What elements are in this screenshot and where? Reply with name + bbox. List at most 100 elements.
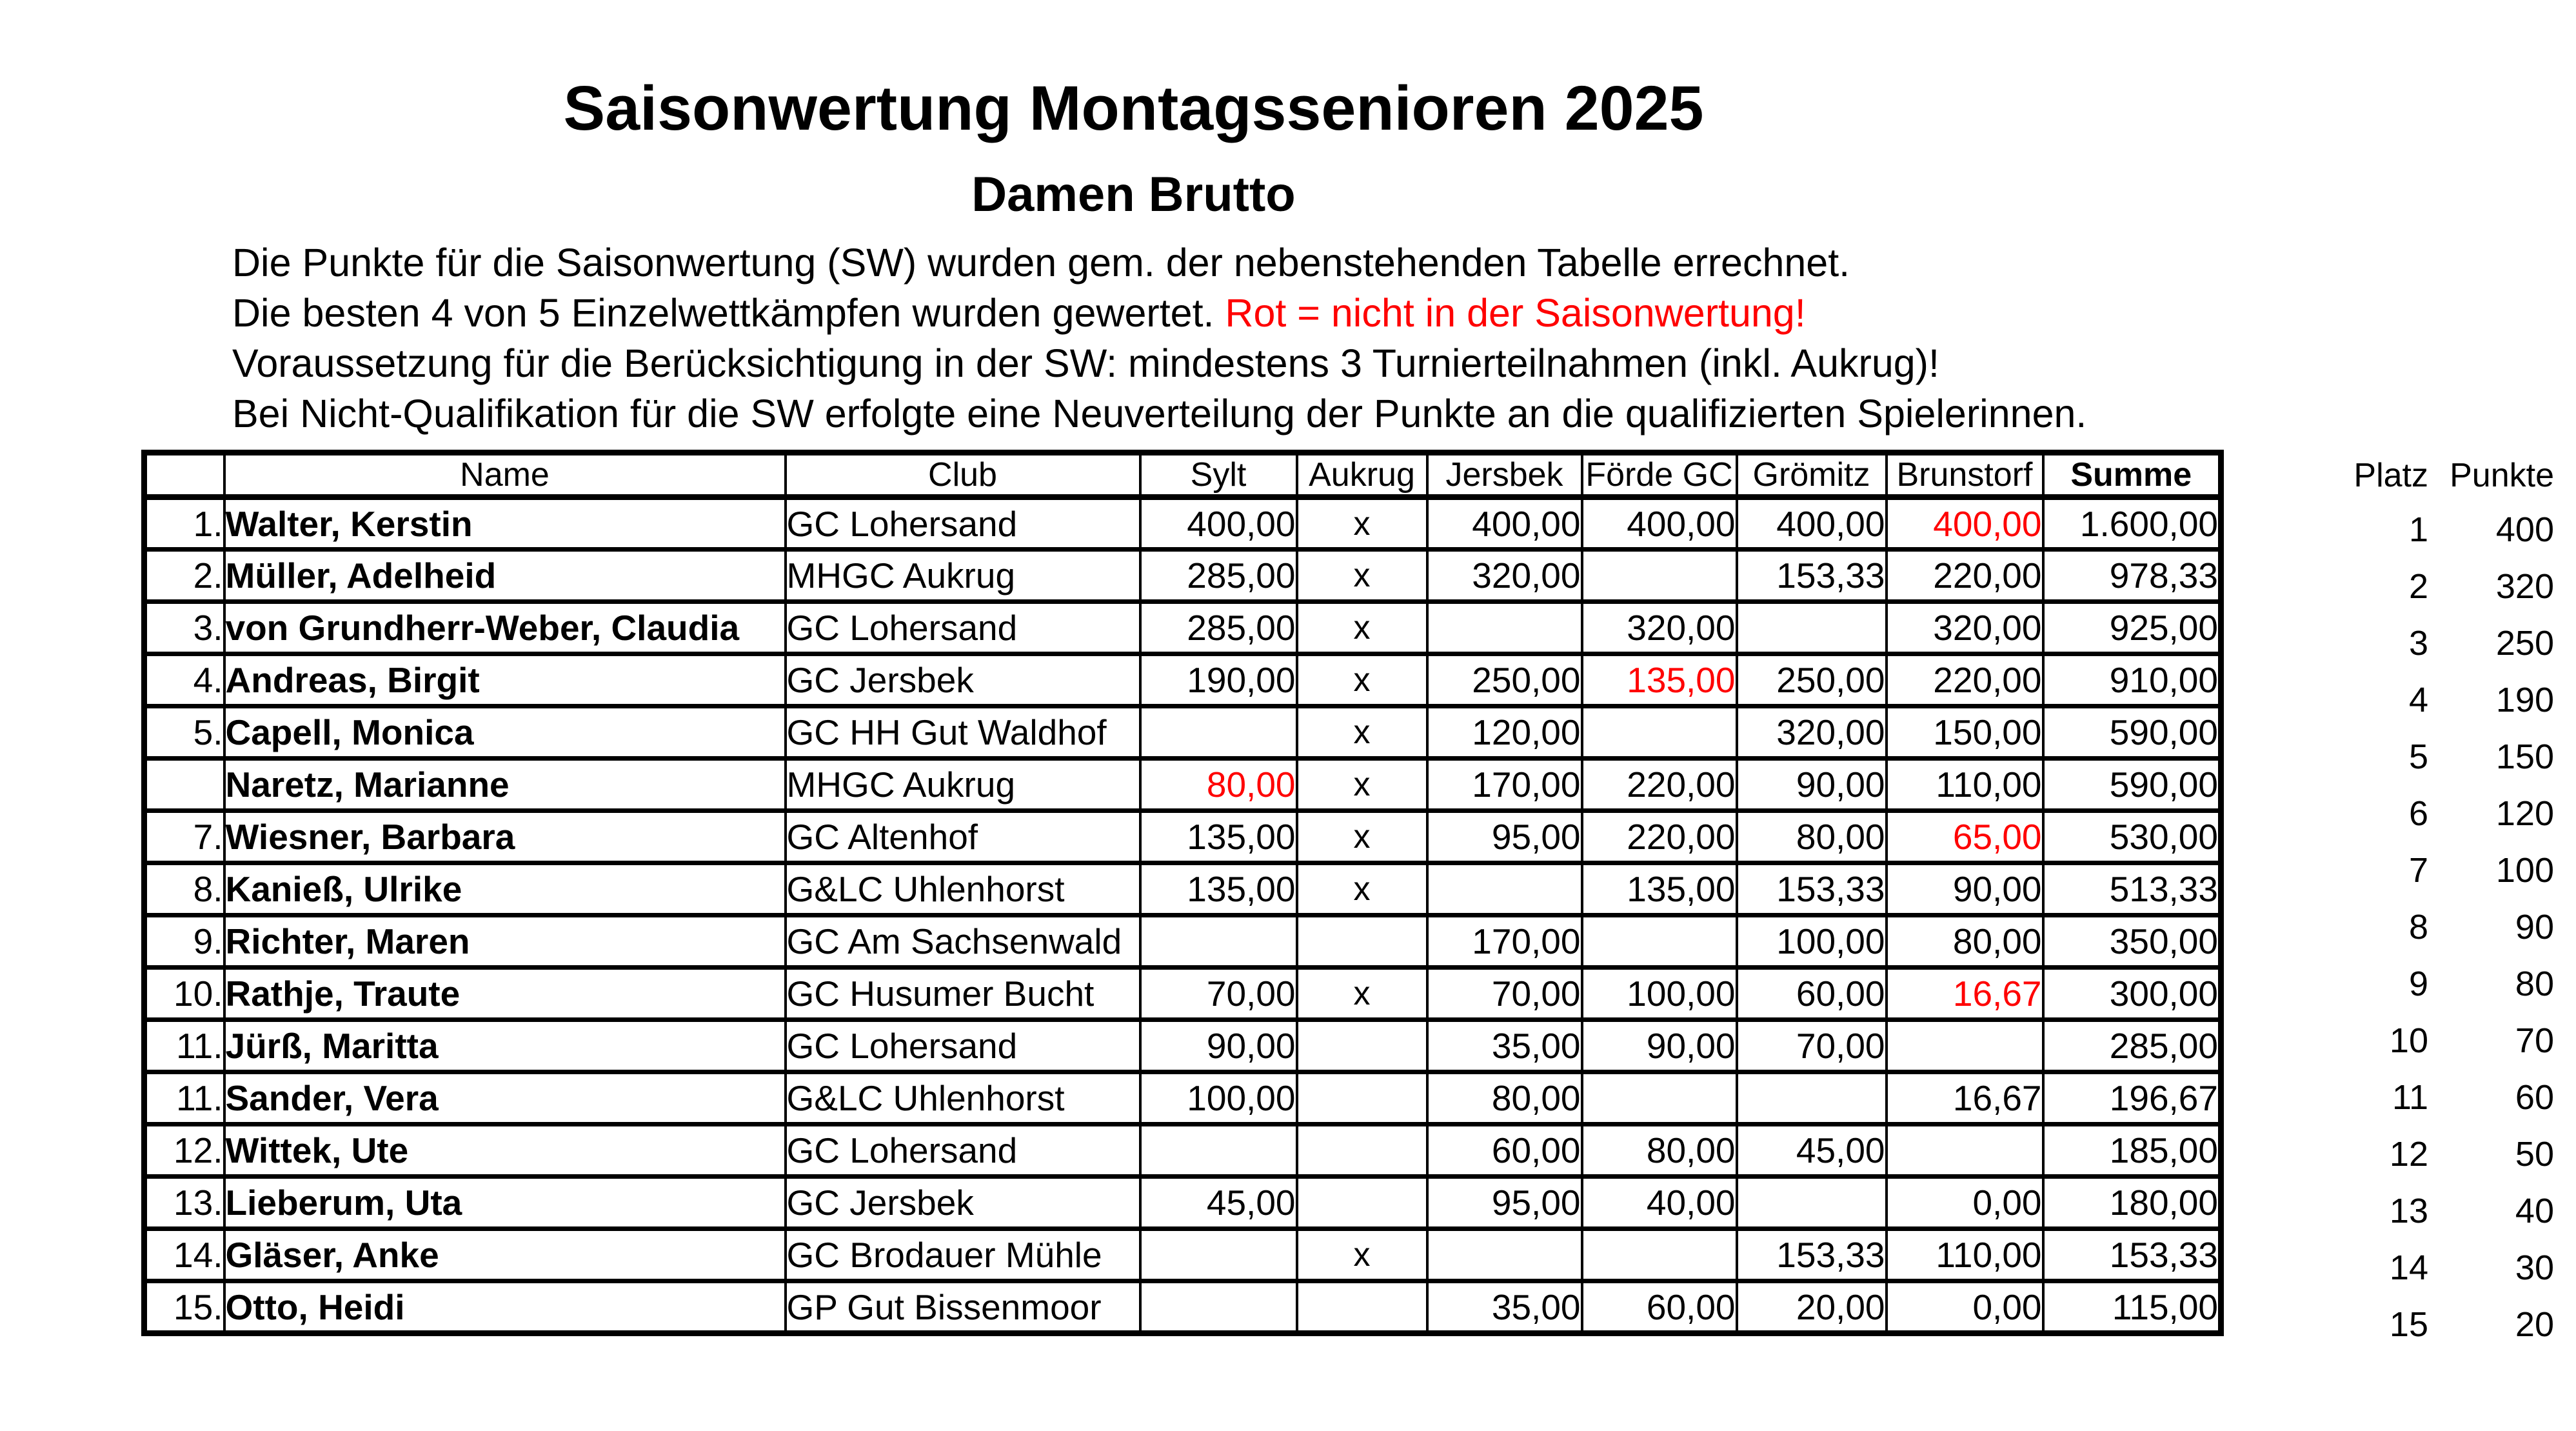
cell-aukrug [1295,1122,1429,1178]
cell-jersbek: 400,00 [1425,495,1583,551]
cell-club: GP Gut Bissenmoor [784,1279,1142,1336]
cell-rank: 2. [141,547,226,603]
cell-sylt: 190,00 [1138,652,1298,708]
cell-summe: 978,33 [2041,547,2224,603]
platz-header: Platz [2353,457,2428,494]
cell-rank: 4. [141,652,226,708]
table-row: 7. Wiesner, Barbara GC Altenhof 135,00 x… [141,808,2224,865]
cell-groemitz: 153,33 [1735,547,1888,603]
platz-value: 13 [2389,1192,2428,1230]
cell-summe: 530,00 [2041,808,2224,865]
cell-foerde [1580,547,1738,603]
cell-brunstorf: 220,00 [1885,547,2045,603]
cell-name: Wittek, Ute [223,1122,787,1178]
platz-value: 15 [2389,1305,2428,1344]
side-row: 11 60 [2277,1069,2561,1126]
cell-name: Jürß, Maritta [223,1017,787,1074]
cell-aukrug [1295,1017,1429,1074]
cell-summe: 513,33 [2041,861,2224,917]
cell-rank [141,756,226,812]
cell-groemitz: 320,00 [1735,704,1888,760]
cell-brunstorf: 320,00 [1885,599,2045,655]
punkte-value: 90 [2515,908,2554,946]
cell-sylt [1138,1122,1298,1178]
cell-jersbek: 95,00 [1425,1174,1583,1230]
side-row: 4 190 [2277,672,2561,728]
cell-groemitz: 250,00 [1735,652,1888,708]
cell-club: G&LC Uhlenhorst [784,861,1142,917]
cell-name: Andreas, Birgit [223,652,787,708]
cell-club: G&LC Uhlenhorst [784,1070,1142,1126]
table-row: 9. Richter, Maren GC Am Sachsenwald 170,… [141,913,2224,969]
cell-sylt: 100,00 [1138,1070,1298,1126]
cell-name: Sander, Vera [223,1070,787,1126]
cell-foerde [1580,913,1738,969]
punkte-value: 70 [2515,1021,2554,1060]
cell-sylt: 400,00 [1138,495,1298,551]
cell-groemitz: 60,00 [1735,965,1888,1021]
platz-punkte-panel: Platz Punkte 1 400 2 320 3 250 4 190 5 150 6 1… [2277,450,2561,1410]
cell-rank: 11. [141,1070,226,1126]
cell-aukrug: x [1295,652,1429,708]
table-row: 11. Jürß, Maritta GC Lohersand 90,00 35,… [141,1017,2224,1074]
cell-summe: 185,00 [2041,1122,2224,1178]
cell-name: Müller, Adelheid [223,547,787,603]
cell-name: Richter, Maren [223,913,787,969]
cell-sylt [1138,1279,1298,1336]
cell-groemitz [1735,1070,1888,1126]
cell-brunstorf: 0,00 [1885,1174,2045,1230]
side-row: 15 20 [2277,1296,2561,1353]
cell-name: Kanieß, Ulrike [223,861,787,917]
cell-jersbek: 35,00 [1425,1017,1583,1074]
side-header-row: Platz Punkte [2277,450,2561,501]
punkte-value: 40 [2515,1192,2554,1230]
table-row: 15. Otto, Heidi GP Gut Bissenmoor 35,00 … [141,1279,2224,1336]
side-row: 3 250 [2277,615,2561,672]
cell-aukrug: x [1295,547,1429,603]
cell-rank: 12. [141,1122,226,1178]
cell-jersbek: 170,00 [1425,756,1583,812]
cell-rank: 7. [141,808,226,865]
cell-groemitz: 90,00 [1735,756,1888,812]
cell-jersbek: 250,00 [1425,652,1583,708]
cell-jersbek [1425,599,1583,655]
cell-foerde: 220,00 [1580,756,1738,812]
table-row: 10. Rathje, Traute GC Husumer Bucht 70,0… [141,965,2224,1021]
cell-brunstorf: 400,00 [1885,495,2045,551]
cell-sylt: 80,00 [1138,756,1298,812]
cell-groemitz: 80,00 [1735,808,1888,865]
side-row: 7 100 [2277,842,2561,899]
platz-value: 8 [2408,908,2428,946]
cell-name: Lieberum, Uta [223,1174,787,1230]
cell-jersbek [1425,1226,1583,1283]
cell-summe: 180,00 [2041,1174,2224,1230]
table-row: Naretz, Marianne MHGC Aukrug 80,00 x 170… [141,756,2224,812]
cell-summe: 350,00 [2041,913,2224,969]
platz-value: 3 [2408,624,2428,663]
cell-summe: 285,00 [2041,1017,2224,1074]
punkte-value: 400 [2495,510,2554,549]
cell-jersbek: 80,00 [1425,1070,1583,1126]
cell-groemitz: 153,33 [1735,1226,1888,1283]
cell-sylt: 70,00 [1138,965,1298,1021]
cell-jersbek: 120,00 [1425,704,1583,760]
cell-jersbek [1425,861,1583,917]
table-row: 2. Müller, Adelheid MHGC Aukrug 285,00 x… [141,547,2224,603]
header-club: Club [784,450,1142,500]
cell-name: Walter, Kerstin [223,495,787,551]
table-row: 5. Capell, Monica GC HH Gut Waldhof x 12… [141,704,2224,760]
cell-name: von Grundherr-Weber, Claudia [223,599,787,655]
platz-value: 6 [2408,794,2428,833]
table-row: 1. Walter, Kerstin GC Lohersand 400,00 x… [141,495,2224,551]
cell-foerde: 400,00 [1580,495,1738,551]
platz-value: 11 [2392,1078,2428,1117]
cell-aukrug [1295,1279,1429,1336]
note-line-2: Die besten 4 von 5 Einzelwettkämpfen wur… [232,288,2086,338]
table-row: 12. Wittek, Ute GC Lohersand 60,00 80,00… [141,1122,2224,1178]
table-row: 14. Gläser, Anke GC Brodauer Mühle x 153… [141,1226,2224,1283]
punkte-value: 100 [2495,851,2554,890]
note-line-4: Bei Nicht-Qualifikation für die SW erfol… [232,392,2087,435]
punkte-value: 250 [2495,624,2554,663]
cell-groemitz: 20,00 [1735,1279,1888,1336]
side-row: 6 120 [2277,785,2561,842]
